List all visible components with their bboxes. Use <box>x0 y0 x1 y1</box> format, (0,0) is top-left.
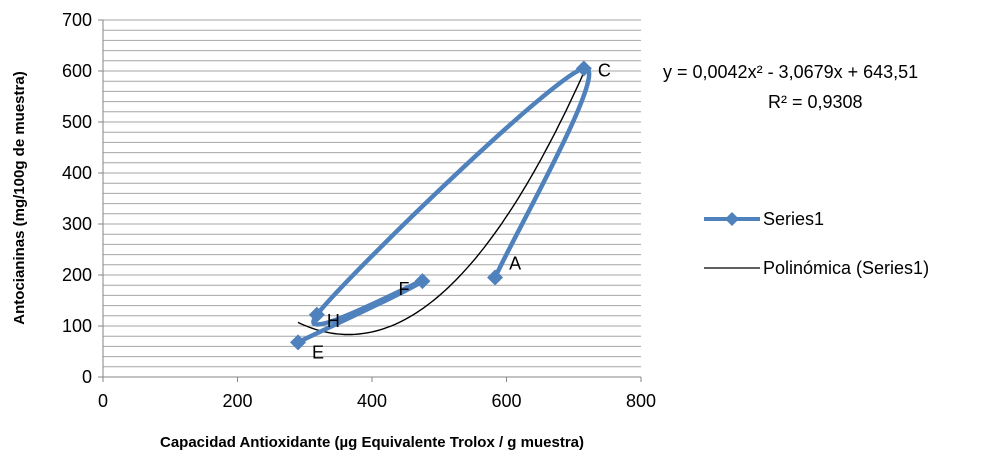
point-label: C <box>598 60 611 80</box>
trendline-equation: y = 0,0042x² - 3,0679x + 643,51 <box>663 62 918 82</box>
y-tick-label: 0 <box>82 367 92 387</box>
series1-line <box>295 66 592 345</box>
axes <box>98 19 642 382</box>
x-tick-label: 200 <box>222 391 252 411</box>
series1-marker <box>414 273 431 290</box>
y-tick-labels: 0 100 200 300 400 500 600 700 <box>62 10 92 387</box>
series1-marker <box>290 334 307 351</box>
point-label: E <box>312 342 324 362</box>
x-tick-label: 0 <box>98 391 108 411</box>
y-tick-label: 700 <box>62 10 92 30</box>
point-label: H <box>327 311 340 331</box>
x-tick-labels: 0 200 400 600 800 <box>98 391 656 411</box>
trendline-curve <box>297 72 585 336</box>
series1-marker <box>575 60 592 77</box>
legend-series1-marker-icon <box>725 212 739 226</box>
series-group <box>290 60 592 351</box>
x-tick-label: 800 <box>626 391 656 411</box>
legend-entry-series1: Series1 <box>704 209 824 229</box>
x-tick-label: 400 <box>357 391 387 411</box>
trendline-group <box>297 72 585 336</box>
x-axis-title: Capacidad Antioxidante (µg Equivalente T… <box>160 434 584 451</box>
series1-marker <box>308 306 325 323</box>
x-tick-label: 600 <box>491 391 521 411</box>
legend-trendline-label: Polinómica (Series1) <box>763 258 929 278</box>
legend: Series1 Polinómica (Series1) <box>704 209 929 278</box>
y-gridlines <box>103 19 641 368</box>
point-labels: A C H F E <box>312 60 611 362</box>
y-tick-label: 400 <box>62 163 92 183</box>
series1-marker <box>487 269 504 286</box>
y-tick-label: 500 <box>62 112 92 132</box>
legend-series1-label: Series1 <box>763 209 824 229</box>
y-tick-label: 200 <box>62 265 92 285</box>
point-label: A <box>509 254 521 274</box>
legend-entry-trendline: Polinómica (Series1) <box>704 258 929 278</box>
point-label: F <box>398 279 409 299</box>
y-tick-label: 300 <box>62 214 92 234</box>
y-tick-label: 600 <box>62 61 92 81</box>
y-tick-label: 100 <box>62 316 92 336</box>
trendline-r2: R² = 0,9308 <box>768 92 863 112</box>
y-axis-title: Antocianinas (mg/100g de muestra) <box>11 71 28 324</box>
